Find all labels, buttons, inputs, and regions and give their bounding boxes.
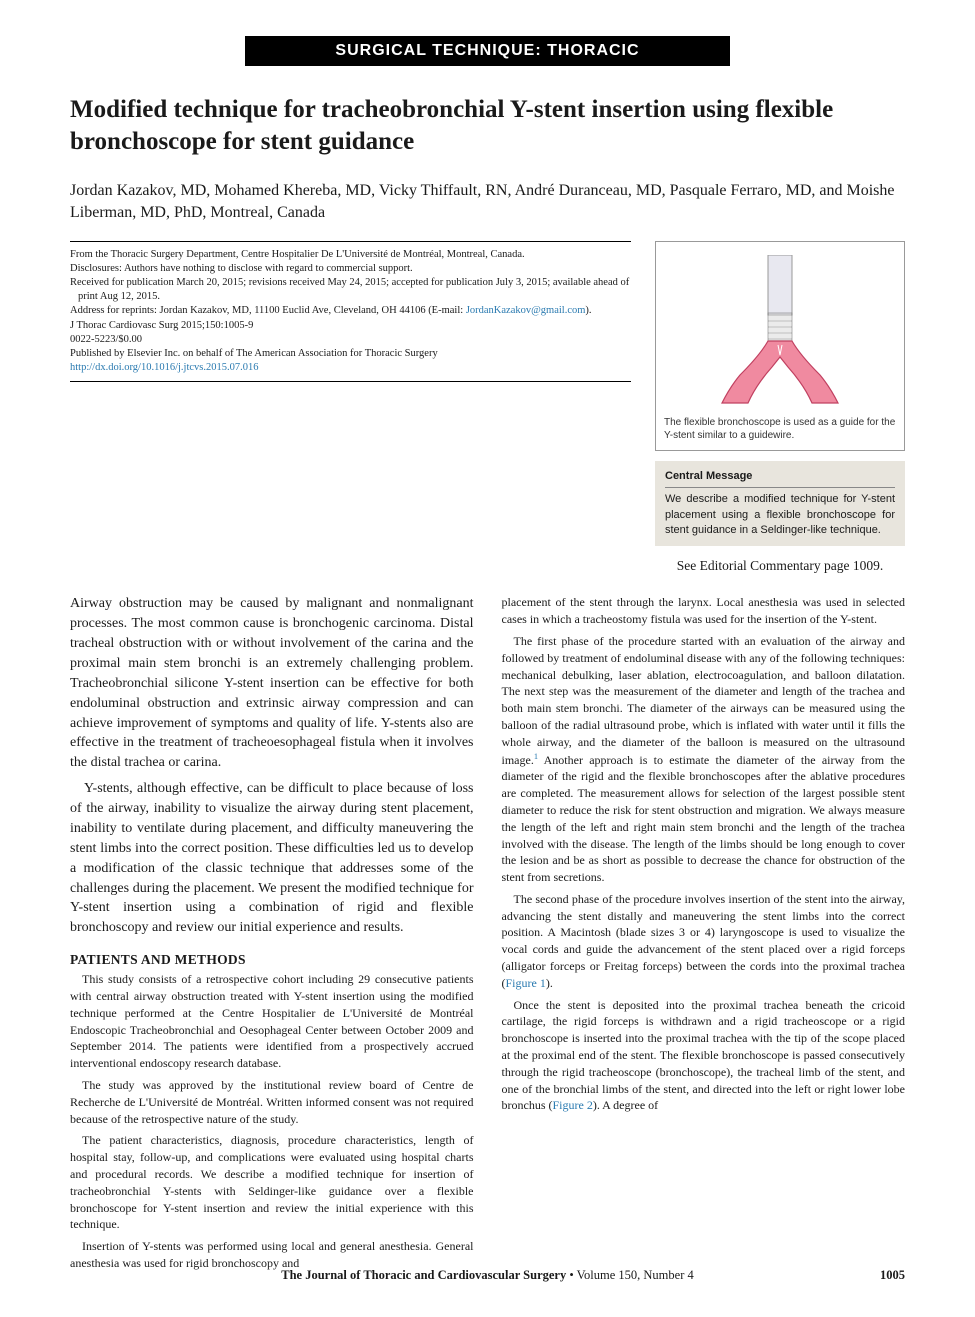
page-footer: The Journal of Thoracic and Cardiovascul… (0, 1268, 975, 1283)
methods-p6b: Another approach is to estimate the diam… (502, 753, 906, 885)
central-message-box: Central Message We describe a modified t… (655, 461, 905, 547)
meta-doi-link[interactable]: http://dx.doi.org/10.1016/j.jtcvs.2015.0… (70, 362, 259, 373)
article-meta-block: From the Thoracic Surgery Department, Ce… (70, 241, 631, 383)
meta-reprints-close: ). (585, 305, 591, 316)
central-message-title: Central Message (665, 469, 895, 488)
meta-affiliation: From the Thoracic Surgery Department, Ce… (70, 248, 631, 262)
methods-paragraph-5: placement of the stent through the laryn… (502, 594, 906, 628)
methods-paragraph-1: This study consists of a retrospective c… (70, 971, 474, 1072)
methods-paragraph-4: Insertion of Y-stents was performed usin… (70, 1238, 474, 1272)
methods-paragraph-6: The first phase of the procedure started… (502, 633, 906, 886)
intro-paragraph-1: Airway obstruction may be caused by mali… (70, 594, 474, 773)
meta-publisher: Published by Elsevier Inc. on behalf of … (70, 347, 631, 361)
methods-p6a: The first phase of the procedure started… (502, 634, 906, 767)
methods-p7b: ). (546, 976, 553, 990)
meta-issn: 0022-5223/$0.00 (70, 333, 631, 347)
authors-line: Jordan Kazakov, MD, Mohamed Khereba, MD,… (70, 180, 905, 225)
intro-paragraph-2: Y-stents, although effective, can be dif… (70, 779, 474, 938)
thumbnail-figure-caption: The flexible bronchoscope is used as a g… (664, 416, 896, 442)
methods-p8a: Once the stent is deposited into the pro… (502, 998, 906, 1113)
article-title: Modified technique for tracheobronchial … (70, 94, 905, 158)
figure-2-link[interactable]: Figure 2 (553, 1098, 593, 1112)
methods-paragraph-8: Once the stent is deposited into the pro… (502, 997, 906, 1115)
section-heading-patients-methods: PATIENTS AND METHODS (70, 952, 474, 968)
central-message-text: We describe a modified technique for Y-s… (665, 492, 895, 538)
footer-journal-name: The Journal of Thoracic and Cardiovascul… (281, 1268, 566, 1282)
category-banner: SURGICAL TECHNIQUE: THORACIC (245, 36, 729, 66)
page-number: 1005 (880, 1268, 905, 1283)
meta-reprints: Address for reprints: Jordan Kazakov, MD… (70, 304, 631, 318)
editorial-commentary-ref: See Editorial Commentary page 1009. (655, 558, 905, 574)
methods-paragraph-7: The second phase of the procedure involv… (502, 891, 906, 992)
figure-1-link[interactable]: Figure 1 (506, 976, 546, 990)
thumbnail-figure-box: The flexible bronchoscope is used as a g… (655, 241, 905, 451)
methods-paragraph-3: The patient characteristics, diagnosis, … (70, 1132, 474, 1233)
thumbnail-figure-drawing (664, 250, 896, 410)
methods-p8b: ). A degree of (593, 1098, 658, 1112)
methods-p7a: The second phase of the procedure involv… (502, 892, 906, 990)
meta-received: Received for publication March 20, 2015;… (70, 276, 631, 304)
methods-paragraph-2: The study was approved by the institutio… (70, 1077, 474, 1127)
meta-reprints-email-link[interactable]: JordanKazakov@gmail.com (466, 305, 586, 316)
meta-disclosures: Disclosures: Authors have nothing to dis… (70, 262, 631, 276)
footer-volume: Volume 150, Number 4 (577, 1268, 694, 1282)
meta-citation: J Thorac Cardiovasc Surg 2015;150:1005-9 (70, 319, 631, 333)
meta-reprints-label: Address for reprints: Jordan Kazakov, MD… (70, 305, 466, 316)
footer-sep: • (566, 1268, 576, 1282)
